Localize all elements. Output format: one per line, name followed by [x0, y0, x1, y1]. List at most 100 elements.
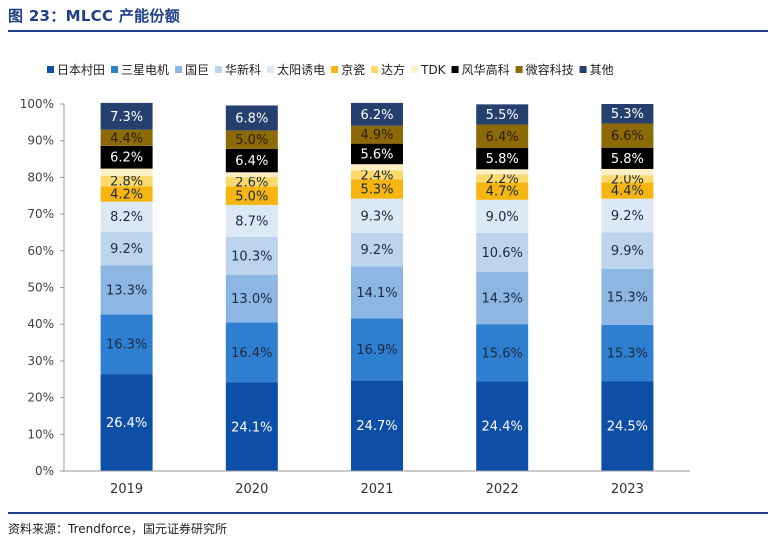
bar-segment [601, 232, 654, 269]
bar-segment [476, 381, 529, 471]
data-label: 2.2% [486, 172, 519, 187]
bar-segment [351, 380, 403, 471]
bar-segment [225, 172, 278, 178]
bar-segment [100, 314, 153, 375]
x-tick-label: 2020 [235, 482, 268, 497]
legend: 日本村田 三星电机 国巨 华新科 太阳诱电 京瓷 达方 TDK 风华高科 微容科技 其他 [47, 62, 614, 77]
data-label: 8.2% [110, 210, 143, 225]
legend-swatch [371, 66, 379, 73]
data-label: 4.9% [360, 128, 393, 143]
y-tick-label: 40% [27, 317, 54, 331]
legend-label: 京瓷 [341, 63, 365, 77]
data-label: 2.0% [611, 172, 644, 187]
data-label: 10.3% [231, 249, 272, 264]
bar-segment [351, 318, 403, 381]
data-label: 14.3% [482, 291, 523, 306]
data-label: 5.5% [486, 108, 519, 123]
bar-segment [476, 271, 529, 325]
bar-segment [476, 174, 529, 183]
bar-segment [351, 179, 403, 199]
data-label: 16.9% [356, 343, 397, 358]
bar-segment [601, 198, 654, 233]
y-tick-label: 50% [27, 281, 54, 295]
data-label: 4.4% [611, 184, 644, 199]
bar-segment [476, 148, 529, 170]
bar-stack-2023: 24.5% 15.3% 15.3% 9.9% 9.2% 4.4%2.0% 5.8% 6.6% 5… [601, 104, 654, 471]
bar-segment [351, 266, 403, 319]
data-label: 8.7% [235, 214, 268, 229]
data-label: 5.3% [611, 107, 644, 122]
bar-segment [476, 324, 529, 382]
data-label: 9.2% [611, 209, 644, 224]
legend-label: 国巨 [185, 63, 209, 77]
legend-swatch [411, 66, 419, 73]
bar-stack-2021: 24.7% 16.9% 14.1% 9.2% 9.3% 5.3%2.4% 5.6% 4.9% 6… [351, 102, 403, 471]
legend-swatch [331, 66, 339, 73]
y-tick-label: 100% [20, 97, 54, 111]
data-label: 5.8% [486, 152, 519, 167]
data-label: 9.2% [110, 242, 143, 257]
bar-segment [351, 164, 403, 171]
bar-segment [601, 123, 654, 148]
data-label: 15.6% [482, 346, 523, 361]
legend-label: 太阳诱电 [277, 62, 325, 77]
legend-label: 三星电机 [121, 63, 169, 77]
x-axis: 2019 2020 2021 2022 2023 [64, 470, 690, 497]
x-tick-label: 2019 [110, 482, 143, 497]
legend-label: 华新科 [225, 62, 261, 77]
data-label: 6.6% [611, 129, 644, 144]
bar-stack-2019: 26.4% 16.3% 13.3% 9.2% 8.2% 4.2%2.8% 6.2% 4.4% 7… [100, 102, 153, 471]
bar-segment [100, 175, 153, 187]
bar-segment [351, 170, 403, 180]
x-tick-label: 2021 [360, 482, 393, 497]
legend-label: 风华高科 [462, 62, 510, 77]
y-tick-label: 70% [27, 207, 54, 221]
data-label: 26.4% [106, 416, 147, 431]
bar-segment [225, 274, 278, 323]
legend-swatch [579, 66, 587, 73]
legend-swatch [267, 66, 275, 73]
data-label: 2.8% [110, 175, 143, 190]
y-tick-label: 20% [27, 391, 54, 405]
data-label: 9.2% [360, 243, 393, 258]
footer-rule [8, 512, 768, 514]
title-rule [8, 30, 768, 32]
data-label: 9.0% [486, 210, 519, 225]
y-tick-label: 0% [35, 464, 54, 478]
y-tick-label: 10% [27, 427, 54, 441]
bar-segment [476, 169, 529, 175]
data-label: 6.4% [235, 154, 268, 169]
legend-label: 达方 [381, 62, 405, 77]
bar-segment [100, 145, 153, 169]
data-label: 13.0% [231, 292, 272, 307]
legend-swatch [175, 66, 183, 73]
data-label: 5.3% [360, 182, 393, 197]
legend-swatch [111, 66, 119, 73]
x-tick-label: 2022 [486, 482, 519, 497]
bar-stack-2022: 24.4% 15.6% 14.3% 10.6% 9.0% 4.7%2.2% 5.8% 6.4%… [476, 104, 529, 471]
data-label: 2.4% [360, 168, 393, 183]
bar-segment [601, 182, 654, 199]
bar-segment [100, 231, 153, 266]
bar-segment [225, 186, 278, 205]
data-label: 6.2% [110, 151, 143, 166]
bar-segment [476, 124, 529, 149]
data-label: 10.6% [482, 246, 523, 261]
bar-segment [601, 175, 654, 183]
data-label: 24.4% [482, 420, 523, 435]
data-label: 14.1% [356, 286, 397, 301]
data-label: 5.0% [235, 133, 268, 148]
data-label: 16.3% [106, 338, 147, 353]
bar-segment [601, 104, 654, 124]
bar-segment [225, 148, 278, 173]
bar-stack-2020: 24.1%16.4%13.0%10.3%8.7%5.0%2.6%6.4%5.0%… [225, 105, 278, 471]
data-label: 13.3% [106, 283, 147, 298]
bar-segment [351, 198, 403, 233]
data-label: 9.9% [611, 244, 644, 259]
bar-segment [225, 382, 278, 471]
data-label: 6.4% [486, 130, 519, 145]
data-label: 6.8% [235, 111, 268, 126]
bar-segment [476, 182, 529, 200]
y-tick-label: 30% [27, 354, 54, 368]
x-tick-label: 2023 [611, 482, 644, 497]
